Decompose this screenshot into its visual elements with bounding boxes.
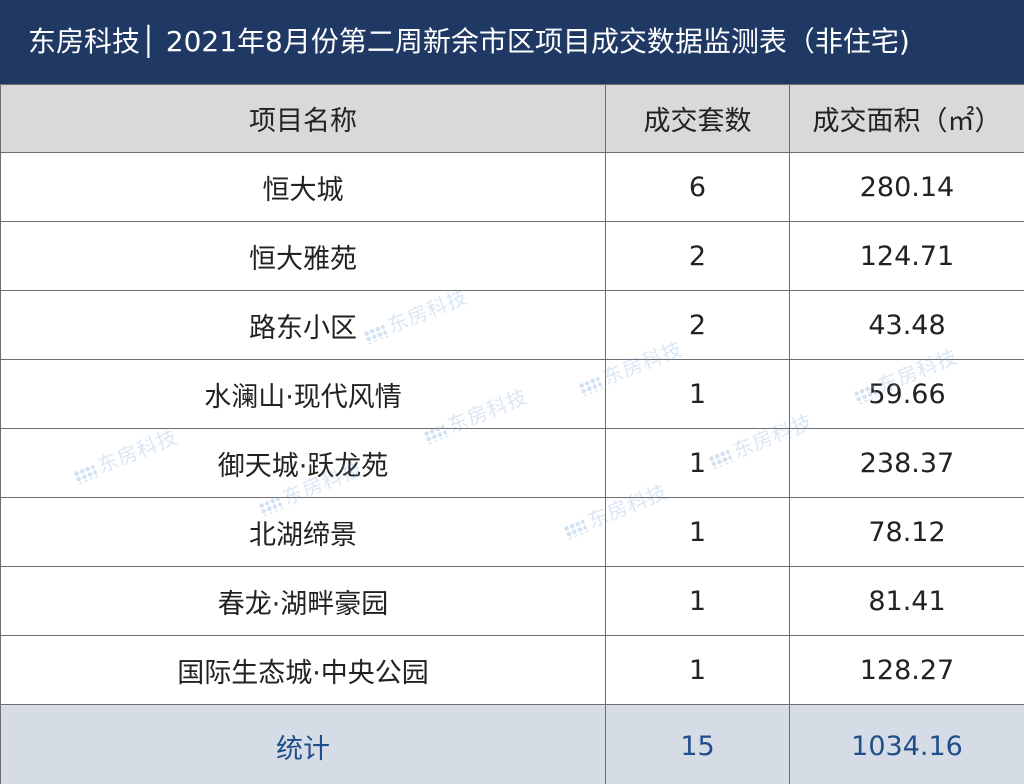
project-name-cell: 春龙·湖畔豪园 [0, 566, 606, 636]
project-name-cell: 恒大雅苑 [0, 221, 606, 291]
area-cell: 280.14 [789, 152, 1024, 222]
header-area: 成交面积（㎡） [789, 84, 1024, 153]
project-name-cell: 北湖缔景 [0, 497, 606, 567]
unit-count-cell: 6 [605, 152, 790, 222]
unit-count-cell: 1 [605, 428, 790, 498]
unit-count-cell: 1 [605, 566, 790, 636]
project-name-cell: 御天城·跃龙苑 [0, 428, 606, 498]
table-row: 恒大雅苑 2 124.71 [0, 221, 1024, 291]
header-unit-count: 成交套数 [605, 84, 790, 153]
table-row: 北湖缔景 1 78.12 [0, 497, 1024, 567]
unit-count-cell: 1 [605, 497, 790, 567]
table-row: 御天城·跃龙苑 1 238.37 [0, 428, 1024, 498]
transaction-table: 项目名称 成交套数 成交面积（㎡） 恒大城 6 280.14 恒大雅苑 2 12… [0, 84, 1024, 784]
unit-count-cell: 2 [605, 221, 790, 291]
project-name-cell: 水澜山·现代风情 [0, 359, 606, 429]
table-row: 恒大城 6 280.14 [0, 152, 1024, 222]
table-row: 水澜山·现代风情 1 59.66 [0, 359, 1024, 429]
area-cell: 43.48 [789, 290, 1024, 360]
unit-count-cell: 1 [605, 359, 790, 429]
unit-count-cell: 2 [605, 290, 790, 360]
table-row: 路东小区 2 43.48 [0, 290, 1024, 360]
page-title: 东房科技│ 2021年8月份第二周新余市区项目成交数据监测表（非住宅) [0, 0, 1024, 84]
total-area: 1034.16 [789, 704, 1024, 784]
area-cell: 124.71 [789, 221, 1024, 291]
header-project-name: 项目名称 [0, 84, 606, 153]
table-row: 春龙·湖畔豪园 1 81.41 [0, 566, 1024, 636]
project-name-cell: 恒大城 [0, 152, 606, 222]
area-cell: 78.12 [789, 497, 1024, 567]
total-label: 统计 [0, 704, 606, 784]
area-cell: 81.41 [789, 566, 1024, 636]
project-name-cell: 路东小区 [0, 290, 606, 360]
area-cell: 238.37 [789, 428, 1024, 498]
total-count: 15 [605, 704, 790, 784]
project-name-cell: 国际生态城·中央公园 [0, 635, 606, 705]
total-row: 统计 15 1034.16 [0, 704, 1024, 784]
area-cell: 59.66 [789, 359, 1024, 429]
table-row: 国际生态城·中央公园 1 128.27 [0, 635, 1024, 705]
table-header-row: 项目名称 成交套数 成交面积（㎡） [0, 84, 1024, 153]
unit-count-cell: 1 [605, 635, 790, 705]
area-cell: 128.27 [789, 635, 1024, 705]
